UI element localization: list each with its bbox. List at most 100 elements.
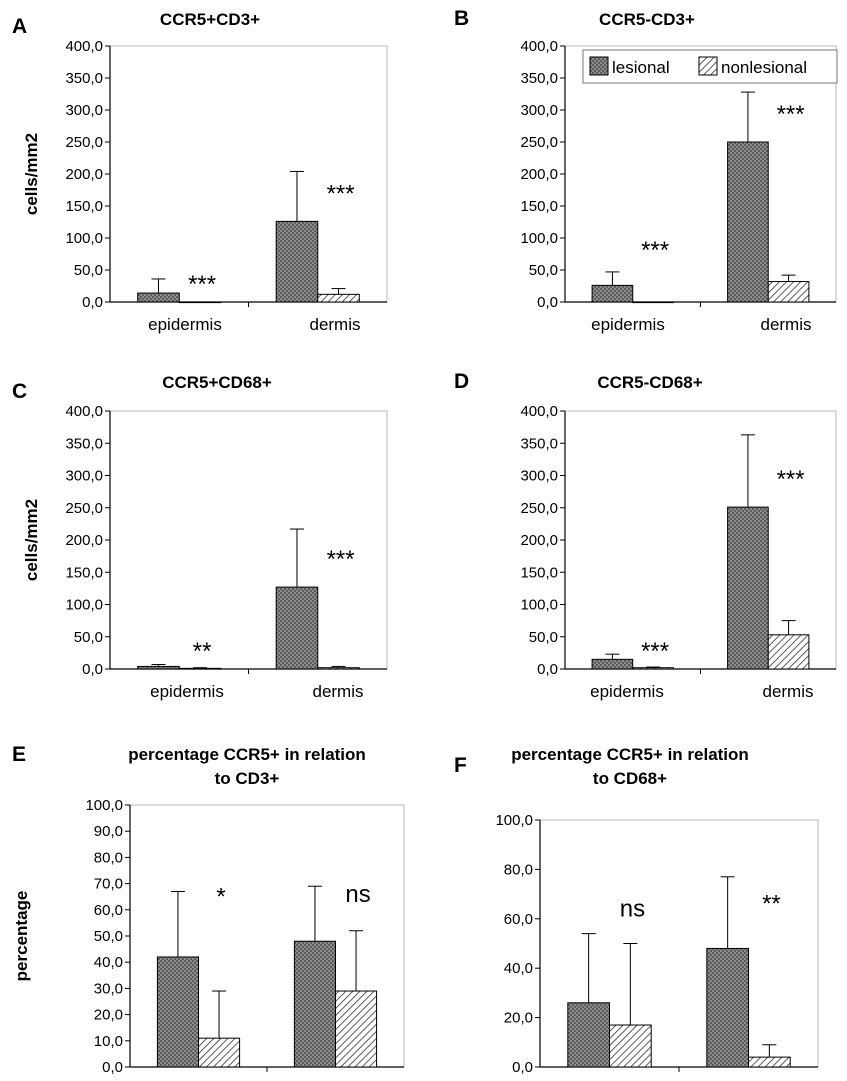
panel-letter: E (12, 743, 26, 766)
y-tick-label: 100,0 (85, 797, 123, 814)
y-tick-label: 300,0 (65, 468, 103, 485)
chart-title: CCR5+CD68+ (162, 373, 272, 392)
y-tick-label: 200,0 (520, 532, 558, 549)
y-tick-label: 100,0 (65, 597, 103, 614)
bar-nonlesional-epidermis (198, 1037, 241, 1068)
y-tick-label: 0,0 (512, 1059, 533, 1076)
y-tick-label: 400,0 (520, 403, 558, 420)
y-axis-label: percentage (12, 891, 31, 982)
plot-area (564, 410, 837, 670)
y-tick-label: 50,0 (529, 262, 558, 279)
bar-nonlesional-dermis (767, 281, 810, 303)
plot-area (109, 45, 388, 303)
y-tick-label: 0,0 (537, 294, 558, 311)
y-tick-label: 40,0 (504, 960, 533, 977)
significance-dermis: *** (327, 180, 355, 207)
chart-title: to CD68+ (593, 769, 667, 788)
significance-epidermis: ** (193, 638, 212, 665)
chart-title: CCR5-CD3+ (599, 10, 695, 29)
legend: lesional nonlesional (582, 49, 838, 84)
plot-area (109, 410, 388, 670)
x-category-label: epidermis (148, 315, 222, 334)
y-tick-label: 0,0 (102, 1059, 123, 1076)
bar-nonlesional-dermis (748, 1056, 791, 1068)
bar-lesional-dermis (727, 141, 769, 303)
y-tick-label: 200,0 (65, 166, 103, 183)
panel-letter: D (454, 370, 469, 393)
bar-nonlesional-dermis (317, 667, 360, 670)
bar-lesional-dermis (293, 940, 336, 1068)
y-tick-label: 400,0 (65, 403, 103, 420)
x-category-label: dermis (760, 315, 811, 334)
y-tick-label: 50,0 (74, 629, 103, 646)
y-tick-label: 40,0 (94, 954, 123, 971)
y-tick-label: 300,0 (65, 102, 103, 119)
panel-letter: B (454, 7, 469, 30)
legend-swatch-nonlesional (698, 56, 718, 76)
y-tick-label: 200,0 (520, 166, 558, 183)
y-tick-label: 90,0 (94, 823, 123, 840)
y-axis-label: cells/mm2 (22, 499, 41, 581)
x-category-label: dermis (312, 682, 363, 701)
y-tick-label: 50,0 (529, 629, 558, 646)
bar-nonlesional-dermis (767, 634, 810, 670)
y-tick-label: 60,0 (94, 902, 123, 919)
chart-title: percentage CCR5+ in relation (511, 745, 749, 764)
legend-label-lesional: lesional (612, 58, 670, 77)
chart-panel-d: D CCR5-CD68+ 0,0 50,0 100,0 150,0 200,0 250,0 30… (454, 370, 837, 701)
y-tick-label: 150,0 (65, 564, 103, 581)
plot-area (564, 45, 837, 303)
panel-letter: F (454, 754, 467, 777)
y-tick-label: 350,0 (520, 70, 558, 87)
x-category-label: epidermis (150, 682, 224, 701)
y-tick-label: 350,0 (520, 435, 558, 452)
bar-lesional-epidermis (137, 665, 180, 670)
bar-nonlesional-epidermis (609, 1024, 652, 1068)
y-tick-label: 30,0 (94, 980, 123, 997)
legend-swatch-lesional (589, 56, 609, 76)
y-tick-label: 250,0 (520, 500, 558, 517)
panels: A CCR5+CD3+ cells/mm2 0,0 50,0 100,0 150,0 200,… (12, 7, 837, 1081)
y-tick-label: 20,0 (504, 1010, 533, 1027)
y-tick-label: 100,0 (495, 812, 533, 829)
y-tick-label: 100,0 (65, 230, 103, 247)
significance-dermis: ** (762, 890, 781, 917)
panel-letter: C (12, 380, 27, 403)
y-tick-label: 60,0 (504, 911, 533, 928)
bar-nonlesional-epidermis (178, 301, 222, 304)
y-tick-label: 150,0 (520, 198, 558, 215)
chart-panel-b: B CCR5-CD3+ 0,0 50,0 100,0 150,0 200,0 250,0 300… (454, 7, 837, 334)
bar-lesional-dermis (727, 506, 769, 670)
chart-panel-a: A CCR5+CD3+ cells/mm2 0,0 50,0 100,0 150,0 200,… (12, 10, 388, 334)
panel-letter: A (12, 15, 27, 38)
y-tick-label: 250,0 (520, 134, 558, 151)
bar-nonlesional-dermis (335, 990, 378, 1068)
significance-dermis: ns (345, 881, 370, 908)
y-tick-label: 0,0 (537, 661, 558, 678)
y-tick-label: 200,0 (65, 532, 103, 549)
significance-epidermis: ns (620, 895, 645, 922)
y-tick-label: 0,0 (82, 661, 103, 678)
y-tick-label: 350,0 (65, 70, 103, 87)
bar-lesional-epidermis (591, 658, 634, 670)
significance-dermis: *** (327, 546, 355, 573)
significance-epidermis: *** (641, 638, 669, 665)
chart-title: percentage CCR5+ in relation (128, 745, 366, 764)
bar-nonlesional-epidermis (632, 301, 674, 304)
significance-epidermis: *** (641, 237, 669, 264)
y-tick-label: 50,0 (74, 262, 103, 279)
bar-nonlesional-dermis (317, 293, 360, 303)
x-category-label: epidermis (591, 315, 665, 334)
chart-title: to CD3+ (215, 769, 280, 788)
y-tick-label: 50,0 (94, 928, 123, 945)
y-tick-label: 150,0 (520, 564, 558, 581)
bar-lesional-dermis (275, 220, 319, 303)
bar-lesional-dermis (275, 586, 319, 670)
bar-lesional-epidermis (591, 284, 634, 303)
significance-dermis: *** (777, 101, 805, 128)
bar-lesional-epidermis (156, 956, 199, 1068)
y-tick-label: 400,0 (65, 38, 103, 55)
